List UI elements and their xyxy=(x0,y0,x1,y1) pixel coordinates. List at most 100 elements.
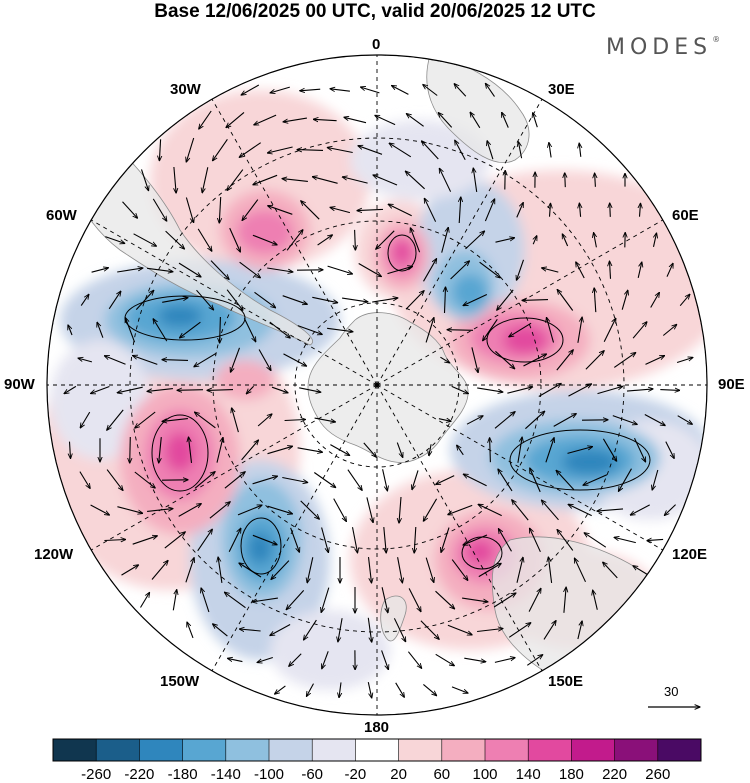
wind-arrow xyxy=(313,119,337,120)
wind-arrow xyxy=(327,327,353,331)
wind-arrow xyxy=(159,139,160,160)
wind-arrow xyxy=(477,629,503,633)
wind-arrow xyxy=(478,504,502,517)
wind-arrow xyxy=(252,476,278,485)
wind-arrow xyxy=(423,498,438,521)
wind-arrow xyxy=(448,504,473,514)
wind-arrow xyxy=(484,199,494,222)
wind-arrow xyxy=(384,527,386,553)
wind-arrow xyxy=(677,415,693,425)
wind-arrow xyxy=(241,84,260,95)
wind-arrow xyxy=(79,471,90,489)
lon-label-0: 0 xyxy=(372,36,381,53)
wind-arrow xyxy=(297,325,322,335)
wind-arrow xyxy=(549,143,551,158)
wind-arrow xyxy=(321,527,329,553)
wind-arrow xyxy=(327,265,353,274)
wind-arrow xyxy=(528,588,541,612)
wind-arrow xyxy=(174,166,176,193)
wind-arrow xyxy=(435,653,455,665)
wind-arrow xyxy=(253,174,278,184)
colorbar-swatch xyxy=(485,739,529,761)
wind-arrow xyxy=(451,385,469,393)
wind-arrow xyxy=(187,622,194,639)
wind-arrow xyxy=(512,500,529,521)
wind-arrow xyxy=(80,411,91,428)
lon-label-60w: 60W xyxy=(46,207,77,224)
wind-arrow xyxy=(201,588,210,613)
vector-scale-value: 30 xyxy=(664,684,679,699)
colorbar-swatch xyxy=(53,739,97,761)
wind-arrow xyxy=(314,417,336,422)
wind-arrow xyxy=(612,415,637,425)
wind-arrow xyxy=(312,177,338,184)
wind-arrow xyxy=(258,349,271,371)
wind-arrow xyxy=(473,168,478,192)
wind-arrow xyxy=(299,387,321,392)
wind-arrow xyxy=(499,529,512,552)
wind-arrow xyxy=(342,297,368,302)
colorbar-tick-label: 100 xyxy=(472,766,498,783)
wind-arrow xyxy=(455,140,466,160)
wind-arrow xyxy=(178,504,202,517)
wind-arrow xyxy=(381,587,388,612)
wind-arrow xyxy=(557,530,574,551)
wind-arrow xyxy=(565,173,566,188)
wind-arrow xyxy=(463,534,488,545)
wind-arrow xyxy=(397,557,403,583)
wind-arrow xyxy=(533,236,537,245)
wind-arrow xyxy=(679,294,690,307)
wind-arrow xyxy=(405,291,424,310)
lon-label-90e: 90E xyxy=(718,376,745,393)
wind-arrow xyxy=(165,230,185,249)
wind-arrow xyxy=(133,233,157,246)
wind-arrow xyxy=(239,261,261,278)
wind-arrow xyxy=(508,623,531,638)
wind-arrow xyxy=(196,289,214,310)
wind-arrow xyxy=(80,294,89,306)
wind-arrow xyxy=(405,171,425,190)
wind-arrow xyxy=(660,390,679,391)
wind-arrow xyxy=(459,197,461,224)
meridian-line xyxy=(90,384,378,551)
wind-arrow xyxy=(665,441,674,459)
colorbar-tick-label: 60 xyxy=(433,766,451,783)
wind-arrow xyxy=(147,267,173,271)
wind-arrow xyxy=(199,110,212,129)
wind-arrow xyxy=(584,533,607,548)
wind-arrow xyxy=(209,502,230,519)
wind-arrow xyxy=(228,528,241,552)
wind-arrow xyxy=(270,86,290,93)
wind-arrow xyxy=(516,203,523,218)
wind-arrow xyxy=(630,504,650,515)
wind-arrow xyxy=(104,540,125,541)
colorbar-swatch xyxy=(614,739,659,761)
wind-arrow xyxy=(645,356,665,365)
wind-arrow xyxy=(252,234,277,245)
wind-arrow xyxy=(647,539,664,540)
wind-arrow xyxy=(463,294,488,306)
wind-arrow xyxy=(228,658,243,663)
wind-arrow xyxy=(517,259,525,280)
wind-arrow xyxy=(436,475,455,485)
lon-label-150w: 150W xyxy=(160,673,200,690)
lat-lon-grid xyxy=(47,55,707,715)
wind-arrow xyxy=(282,179,308,182)
wind-arrow xyxy=(269,321,290,338)
antarctica-land xyxy=(307,312,469,463)
wind-arrow xyxy=(498,469,513,492)
wind-arrow xyxy=(213,138,228,160)
colorbar-tick-label: 20 xyxy=(390,766,407,783)
wind-arrow xyxy=(224,472,245,489)
wind-arrow xyxy=(194,352,217,366)
wind-arrow xyxy=(523,354,547,367)
wind-arrow xyxy=(219,196,220,223)
colorbar-swatch xyxy=(571,739,616,761)
wind-arrow xyxy=(322,651,329,668)
wind-arrow xyxy=(490,438,491,463)
wind-arrow xyxy=(358,263,382,277)
wind-arrow xyxy=(594,233,597,248)
wind-arrow xyxy=(410,228,421,253)
wind-arrow xyxy=(140,593,150,608)
wind-arrow xyxy=(239,629,261,631)
